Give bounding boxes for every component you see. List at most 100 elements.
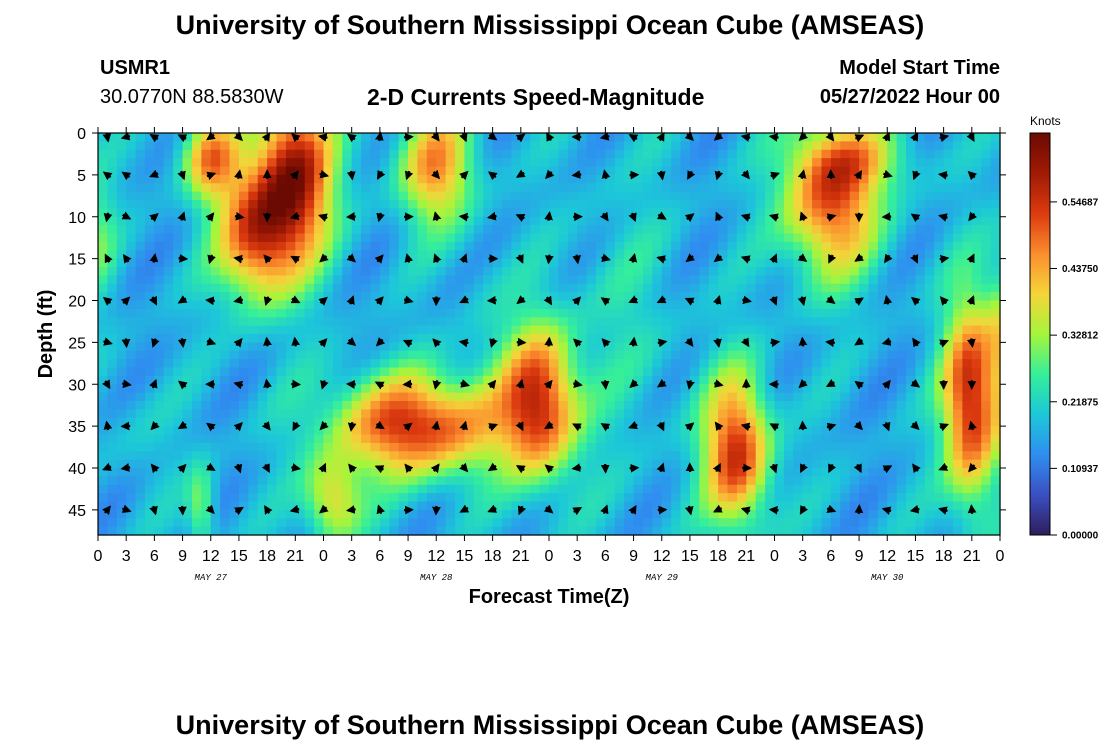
heatmap-cell [417,283,428,293]
heatmap-cell [859,468,870,477]
heatmap-cell [614,493,625,503]
heatmap-cell [238,250,249,260]
heatmap-cell [887,166,898,176]
heatmap-cell [652,174,663,184]
heatmap-cell [689,367,700,377]
heatmap-cell [182,149,193,159]
heatmap-cell [924,518,935,528]
heatmap-cell [549,417,559,427]
heatmap-cell [624,267,635,276]
heatmap-cell [624,359,635,369]
heatmap-cell [135,518,146,528]
heatmap-cell [783,476,794,486]
heatmap-cell [680,325,691,335]
heatmap-cell [755,191,766,201]
heatmap-cell [351,191,362,201]
heatmap-cell [107,149,118,159]
heatmap-cell [765,417,776,427]
heatmap-cell [98,426,108,436]
heatmap-cell [718,183,729,193]
heatmap-cell [736,484,747,494]
heatmap-cell [840,334,851,343]
heatmap-cell [173,325,184,335]
heatmap-cell [671,283,682,293]
heatmap-cell [755,459,766,469]
heatmap-cell [971,484,982,494]
heatmap-cell [915,350,926,360]
heatmap-cell [154,300,165,310]
heatmap-cell [417,183,428,193]
heatmap-cell [765,434,776,444]
heatmap-cell [135,442,146,452]
heatmap-cell [718,434,729,444]
heatmap-cell [633,526,644,536]
heatmap-cell [304,426,315,436]
heatmap-cell [990,149,1001,159]
vector-arrow [102,171,113,181]
heatmap-cell [238,267,249,276]
heatmap-cell [642,401,653,410]
heatmap-cell [915,476,926,486]
heatmap-cell [981,426,992,436]
heatmap-cell [295,216,306,226]
heatmap-cell [473,350,484,360]
heatmap-cell [924,401,935,410]
heatmap-cell [492,149,503,159]
heatmap-cell [389,468,400,477]
heatmap-cell [351,434,362,444]
heatmap-cell [370,174,381,184]
heatmap-cell [98,275,108,285]
heatmap-cell [765,526,776,536]
heatmap-cell [549,250,559,260]
heatmap-cell [755,308,766,318]
heatmap-cell [530,367,541,377]
heatmap-cell [577,233,588,243]
heatmap-cell [774,166,785,176]
heatmap-cell [182,275,193,285]
vector-arrow [233,337,243,348]
heatmap-cell [765,484,776,494]
heatmap-cell [342,174,353,184]
heatmap-cell [426,493,437,503]
heatmap-cell [689,392,700,402]
heatmap-cell [502,183,513,193]
heatmap-cell [943,158,954,168]
heatmap-cell [201,225,212,235]
heatmap-cell [464,292,475,302]
heatmap-cell [877,476,888,486]
heatmap-cell [361,166,372,176]
heatmap-cell [107,442,118,452]
heatmap-cell [238,308,249,318]
heatmap-cell [417,149,428,159]
heatmap-cell [577,149,588,159]
heatmap-cell [107,417,118,427]
heatmap-cell [990,484,1001,494]
heatmap-cell [295,317,306,327]
heatmap-cell [455,509,466,519]
heatmap-cell [746,225,757,235]
heatmap-cell [812,509,823,519]
heatmap-cell [680,442,691,452]
heatmap-cell [793,283,804,293]
heatmap-cell [971,526,982,536]
heatmap-cell [520,241,531,251]
heatmap-cell [520,258,531,268]
heatmap-cell [417,292,428,302]
heatmap-cell [746,183,757,193]
heatmap-cell [257,191,268,201]
heatmap-cell [116,384,127,394]
heatmap-cell [530,174,541,184]
heatmap-cell [680,518,691,528]
heatmap-cell [614,216,625,226]
heatmap-cell [868,484,879,494]
heatmap-cell [126,275,137,285]
heatmap-cell [605,166,616,176]
heatmap-cell [220,158,231,168]
heatmap-cell [492,384,503,394]
heatmap-cell [981,350,992,360]
heatmap-cell [802,149,813,159]
heatmap-cell [774,267,785,276]
heatmap-cell [191,216,202,226]
heatmap-cell [210,216,221,226]
x-axis: 0 3 6 9 12 15 18 21 0 3 6 9 12 15 18 21 0 3 6 9 12 15 18 21 0 3 6 9… [94,127,1005,583]
